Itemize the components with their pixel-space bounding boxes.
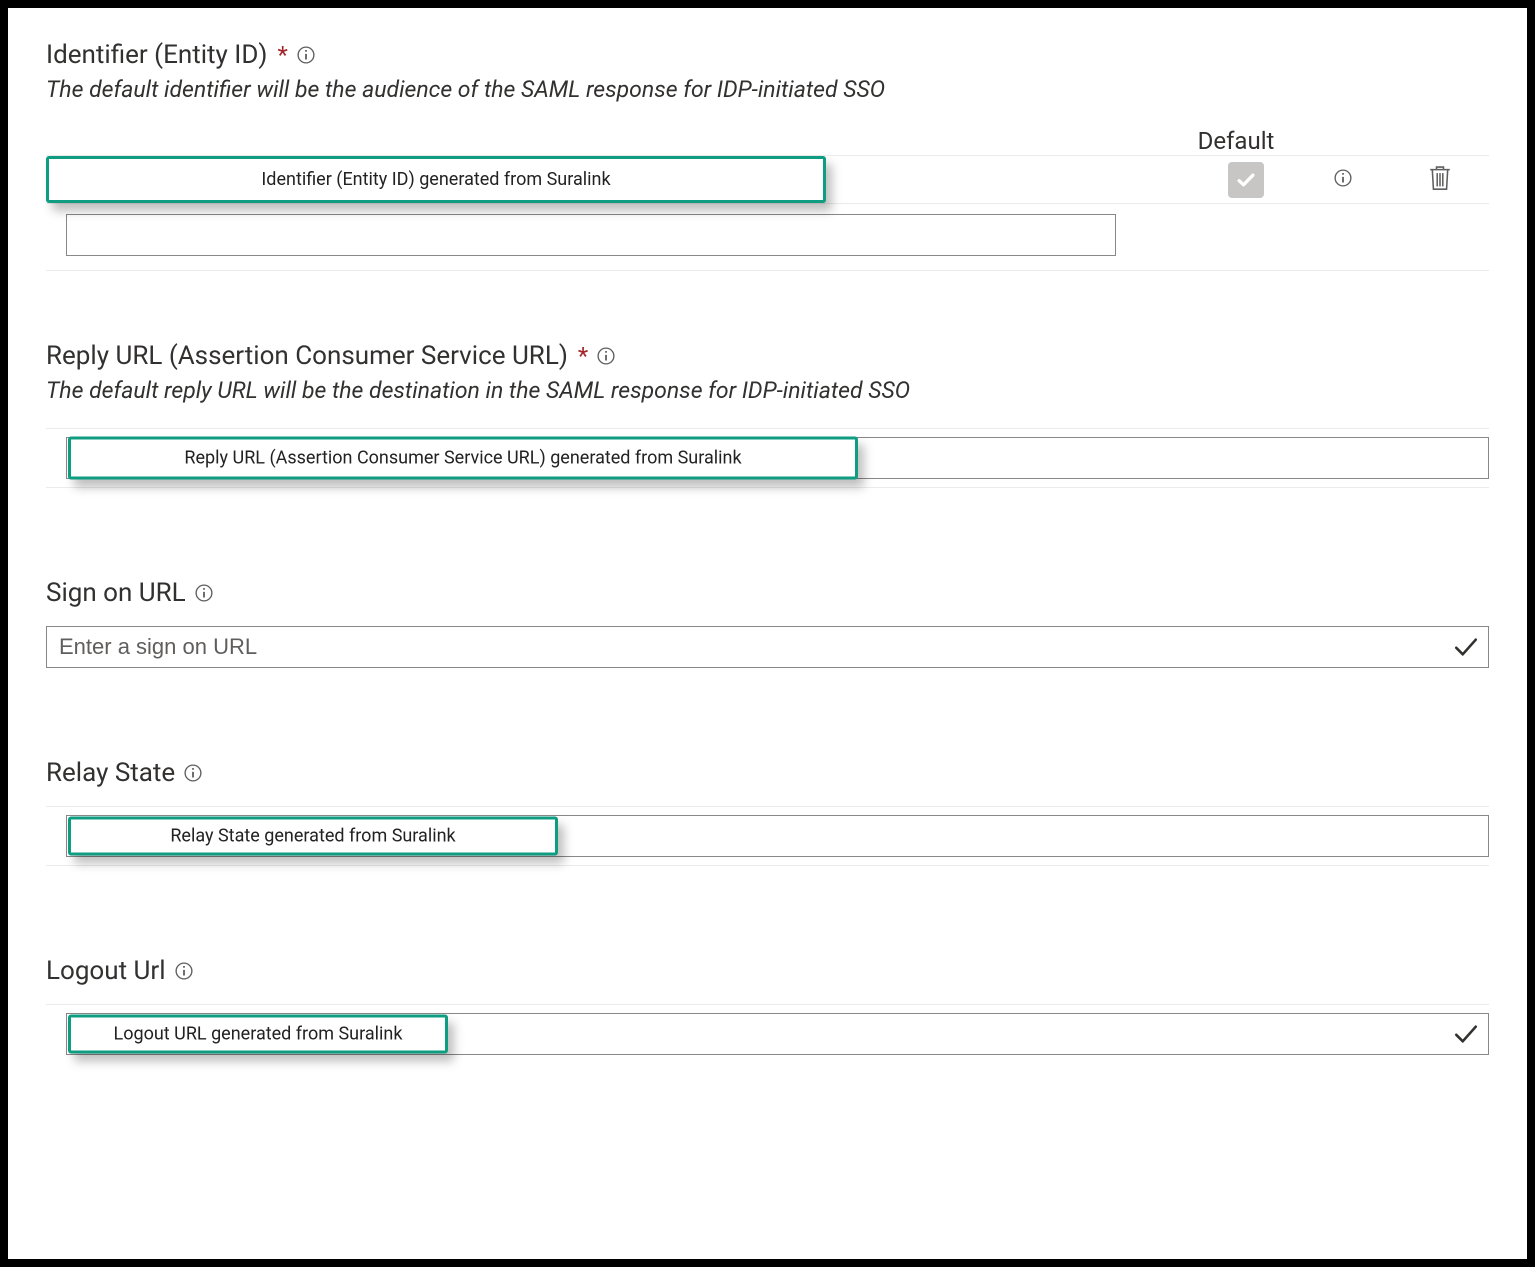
- identifier-description: The default identifier will be the audie…: [46, 76, 1489, 103]
- reply-url-label: Reply URL (Assertion Consumer Service UR…: [46, 341, 568, 371]
- default-checkbox: [1228, 162, 1264, 198]
- logout-url-section: Logout Url Logout URL generated from Sur…: [46, 956, 1489, 1063]
- reply-url-row: Reply URL (Assertion Consumer Service UR…: [46, 428, 1489, 488]
- identifier-table: Default Identifier (Entity ID) generated…: [46, 127, 1489, 271]
- required-indicator: *: [578, 342, 588, 370]
- default-column-header: Default: [1198, 127, 1489, 156]
- delete-icon[interactable]: [1428, 177, 1452, 196]
- identifier-label-row: Identifier (Entity ID) *: [46, 40, 1489, 70]
- info-icon[interactable]: [194, 583, 214, 603]
- required-indicator: *: [277, 41, 287, 69]
- identifier-input[interactable]: [66, 214, 1116, 256]
- logout-url-callout: Logout URL generated from Suralink: [68, 1015, 448, 1054]
- info-icon[interactable]: [1333, 168, 1353, 188]
- reply-url-callout: Reply URL (Assertion Consumer Service UR…: [68, 437, 858, 480]
- identifier-callout: Identifier (Entity ID) generated from Su…: [46, 156, 826, 203]
- sign-on-url-input[interactable]: [46, 626, 1489, 668]
- relay-state-label-row: Relay State: [46, 758, 1489, 788]
- sign-on-url-label: Sign on URL: [46, 578, 186, 608]
- reply-url-description: The default reply URL will be the destin…: [46, 377, 1489, 404]
- reply-url-label-row: Reply URL (Assertion Consumer Service UR…: [46, 341, 1489, 371]
- identifier-section: Identifier (Entity ID) * The default ide…: [46, 40, 1489, 271]
- reply-url-section: Reply URL (Assertion Consumer Service UR…: [46, 341, 1489, 488]
- relay-state-label: Relay State: [46, 758, 175, 788]
- info-icon[interactable]: [174, 961, 194, 981]
- logout-url-label-row: Logout Url: [46, 956, 1489, 986]
- sign-on-url-label-row: Sign on URL: [46, 578, 1489, 608]
- relay-state-section: Relay State Relay State generated from S…: [46, 758, 1489, 866]
- identifier-row: Identifier (Entity ID) generated from Su…: [46, 156, 1489, 204]
- relay-state-callout: Relay State generated from Suralink: [68, 817, 558, 856]
- info-icon[interactable]: [183, 763, 203, 783]
- info-icon[interactable]: [596, 346, 616, 366]
- identifier-input-row: [46, 204, 1489, 271]
- info-icon[interactable]: [296, 45, 316, 65]
- saml-config-panel: Identifier (Entity ID) * The default ide…: [0, 0, 1535, 1267]
- identifier-label: Identifier (Entity ID): [46, 40, 267, 70]
- logout-url-label: Logout Url: [46, 956, 166, 986]
- sign-on-url-section: Sign on URL: [46, 578, 1489, 668]
